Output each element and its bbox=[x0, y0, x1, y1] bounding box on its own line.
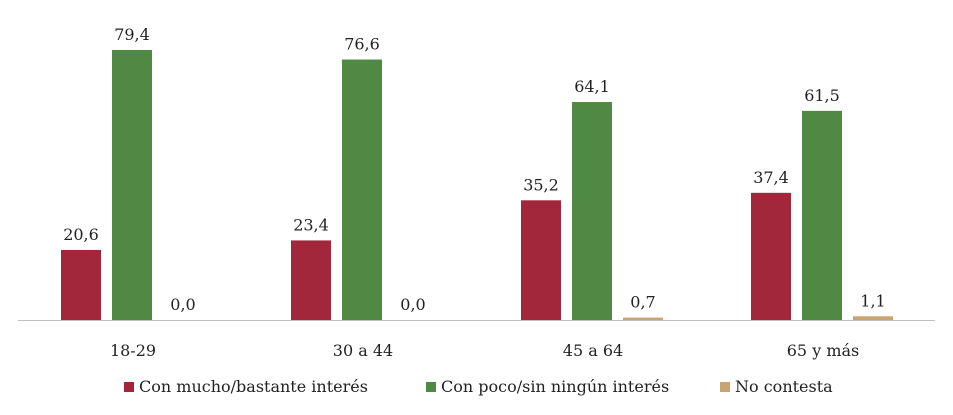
legend-swatch-1 bbox=[124, 382, 134, 392]
value-label-2-2: 76,6 bbox=[344, 35, 380, 54]
value-label-1-3: 35,2 bbox=[523, 175, 559, 194]
value-label-2-3: 64,1 bbox=[574, 77, 610, 96]
value-label-3-4: 1,1 bbox=[860, 291, 885, 310]
bar-2-2 bbox=[342, 59, 382, 320]
legend-swatch-3 bbox=[720, 382, 730, 392]
category-label-1: 18-29 bbox=[110, 341, 156, 360]
value-label-1-1: 20,6 bbox=[63, 225, 99, 244]
value-label-1-2: 23,4 bbox=[293, 215, 329, 234]
value-labels-layer: 20,6 79,4 0,0 23,4 76,6 0,0 35,2 64,1 0,7 37,4 61,… bbox=[63, 25, 886, 314]
value-label-3-1: 0,0 bbox=[170, 295, 195, 314]
bar-1-2 bbox=[291, 240, 331, 320]
bar-2-4 bbox=[802, 110, 842, 320]
value-label-2-1: 79,4 bbox=[114, 25, 150, 44]
bar-2-1 bbox=[112, 50, 152, 320]
legend-label-3: No contesta bbox=[735, 377, 833, 396]
bar-1-1 bbox=[61, 249, 101, 320]
legend-label-2: Con poco/sin ningún interés bbox=[441, 377, 669, 396]
bar-2-3 bbox=[572, 102, 612, 320]
category-label-4: 65 y más bbox=[787, 341, 860, 360]
category-label-2: 30 a 44 bbox=[333, 341, 393, 360]
value-label-1-4: 37,4 bbox=[753, 168, 789, 187]
legend-label-1: Con mucho/bastante interés bbox=[139, 377, 368, 396]
legend: Con mucho/bastante interés Con poco/sin n… bbox=[124, 377, 833, 396]
category-labels-layer: 18-29 30 a 44 45 a 64 65 y más bbox=[110, 341, 859, 360]
bar-3-4 bbox=[853, 316, 893, 320]
category-label-3: 45 a 64 bbox=[563, 341, 623, 360]
value-label-3-2: 0,0 bbox=[400, 295, 425, 314]
bars-layer bbox=[61, 50, 893, 320]
legend-swatch-2 bbox=[426, 382, 436, 392]
value-label-2-4: 61,5 bbox=[804, 86, 840, 105]
bar-3-3 bbox=[623, 317, 663, 320]
value-label-3-3: 0,7 bbox=[630, 293, 655, 312]
bar-1-3 bbox=[521, 200, 561, 320]
bar-1-4 bbox=[751, 192, 791, 320]
